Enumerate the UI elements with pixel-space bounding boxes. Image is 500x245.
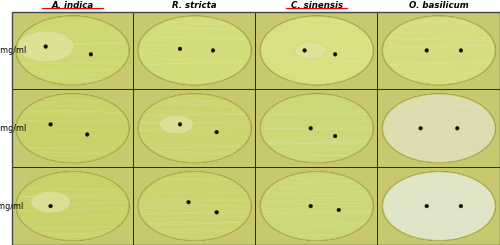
Circle shape — [302, 49, 306, 52]
Circle shape — [337, 208, 340, 212]
Circle shape — [89, 52, 93, 56]
Circle shape — [178, 122, 182, 126]
Ellipse shape — [138, 16, 251, 85]
Circle shape — [418, 126, 422, 130]
Circle shape — [333, 52, 337, 56]
Ellipse shape — [16, 94, 128, 162]
Ellipse shape — [383, 16, 495, 85]
Bar — [256, 90, 378, 167]
Ellipse shape — [16, 94, 130, 163]
Circle shape — [215, 130, 218, 134]
Bar — [378, 168, 500, 245]
Ellipse shape — [260, 172, 373, 240]
Ellipse shape — [138, 172, 252, 241]
Bar — [134, 168, 256, 245]
Circle shape — [425, 204, 428, 208]
Ellipse shape — [16, 172, 130, 241]
Text: C. sinensis: C. sinensis — [291, 1, 343, 10]
Ellipse shape — [382, 94, 496, 163]
Ellipse shape — [138, 16, 252, 85]
Circle shape — [178, 47, 182, 51]
Ellipse shape — [160, 115, 193, 134]
Circle shape — [425, 49, 428, 52]
Text: 50mg/ml: 50mg/ml — [0, 202, 24, 211]
Ellipse shape — [383, 172, 495, 240]
Ellipse shape — [138, 94, 251, 162]
Ellipse shape — [260, 172, 374, 241]
Text: A. indica: A. indica — [52, 1, 94, 10]
Ellipse shape — [295, 42, 326, 59]
Ellipse shape — [138, 172, 251, 240]
Ellipse shape — [16, 172, 128, 240]
Bar — [256, 12, 378, 89]
Circle shape — [456, 126, 459, 130]
Bar — [378, 12, 500, 89]
Bar — [134, 12, 256, 89]
Circle shape — [86, 133, 89, 136]
Circle shape — [215, 210, 218, 214]
Text: R. stricta: R. stricta — [172, 1, 217, 10]
Text: O. basilicum: O. basilicum — [409, 1, 469, 10]
Bar — [378, 90, 500, 167]
Ellipse shape — [138, 94, 252, 163]
Circle shape — [459, 204, 463, 208]
Circle shape — [186, 200, 190, 204]
Ellipse shape — [31, 191, 70, 213]
Circle shape — [211, 49, 215, 52]
Ellipse shape — [382, 16, 496, 85]
Bar — [134, 90, 256, 167]
Ellipse shape — [16, 16, 130, 85]
Circle shape — [48, 204, 52, 208]
Bar — [12, 90, 133, 167]
Ellipse shape — [16, 16, 128, 85]
Ellipse shape — [260, 94, 374, 163]
Ellipse shape — [383, 94, 495, 162]
Text: 500mg/ml: 500mg/ml — [0, 46, 26, 55]
Circle shape — [44, 45, 48, 49]
Ellipse shape — [260, 16, 373, 85]
Circle shape — [309, 126, 312, 130]
Ellipse shape — [18, 31, 74, 62]
Circle shape — [48, 122, 52, 126]
Ellipse shape — [382, 172, 496, 241]
Bar — [12, 12, 133, 89]
Circle shape — [333, 134, 337, 138]
Circle shape — [459, 49, 463, 52]
Ellipse shape — [260, 94, 373, 162]
Text: 200mg/ml: 200mg/ml — [0, 124, 26, 133]
Bar — [256, 168, 378, 245]
Bar — [12, 168, 133, 245]
Ellipse shape — [260, 16, 374, 85]
Circle shape — [309, 204, 312, 208]
